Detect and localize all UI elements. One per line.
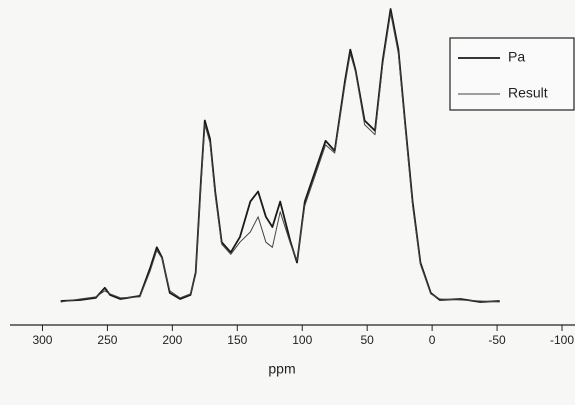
x-tick-label: 300: [32, 333, 52, 347]
x-tick-label: -50: [488, 333, 506, 347]
series-line: [60, 8, 500, 303]
x-tick-label: 150: [227, 333, 247, 347]
x-tick-label: -100: [550, 333, 574, 347]
x-tick-label: 0: [429, 333, 436, 347]
x-tick-label: 50: [361, 333, 375, 347]
series-line: [60, 12, 500, 303]
legend-label: Result: [508, 85, 548, 101]
x-tick-label: 100: [292, 333, 312, 347]
x-tick-label: 250: [97, 333, 117, 347]
legend-label: Pa: [508, 49, 525, 65]
legend-box: [449, 37, 575, 111]
x-tick-label: 200: [162, 333, 182, 347]
x-axis-label: ppm: [268, 361, 295, 377]
